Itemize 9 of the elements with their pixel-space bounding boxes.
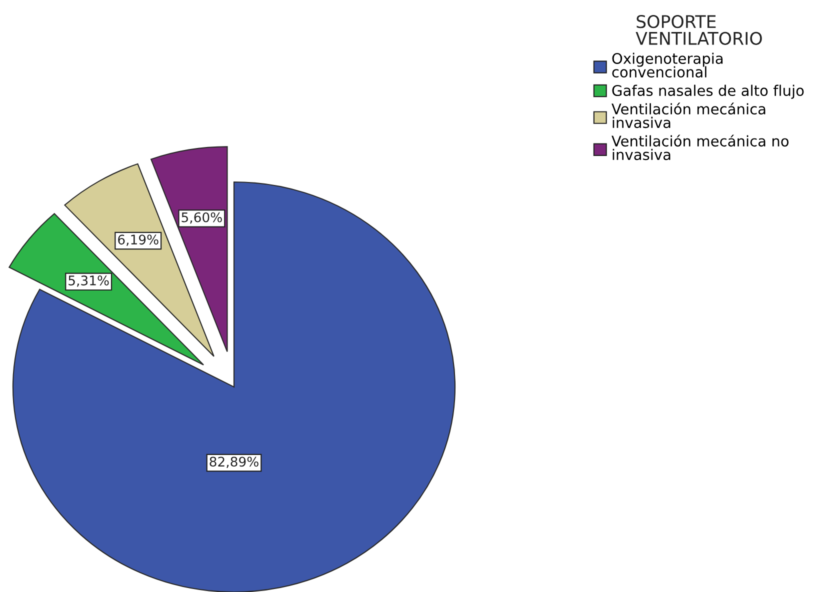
legend-label: Gafas nasales de alto flujo: [612, 84, 804, 99]
data-label: 82,89%: [210, 456, 258, 468]
legend-label: Ventilación mecánica no invasiva: [612, 134, 789, 160]
data-label: 5,31%: [68, 275, 109, 287]
legend-title: SOPORTE VENTILATORIO: [636, 15, 762, 45]
legend-label: Ventilación mecánica invasiva: [612, 102, 766, 128]
data-label: 6,19%: [118, 234, 158, 246]
data-label: 5,60%: [182, 212, 222, 224]
legend-label: Oxigenoterapia convencional: [612, 52, 723, 78]
